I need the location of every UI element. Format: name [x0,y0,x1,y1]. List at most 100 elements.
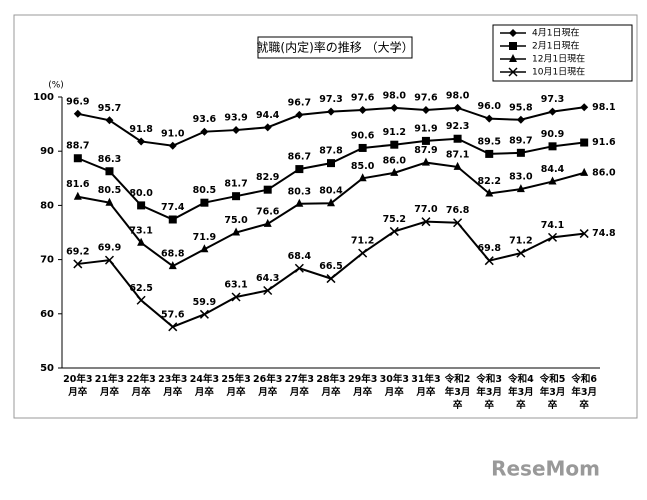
x-tick-label: 20年3月卒 [63,374,93,398]
legend-marker [509,42,517,50]
marker [453,134,462,143]
data-label: 91.6 [592,137,616,148]
marker [421,136,430,145]
data-label: 80.5 [98,185,121,196]
marker [232,192,241,201]
marker [168,322,178,332]
y-tick-label: 50 [40,363,54,374]
data-label: 91.9 [414,123,437,134]
data-label: 75.0 [224,215,248,226]
marker [548,142,557,151]
y-tick-label: 70 [40,255,54,266]
marker [231,292,241,302]
marker [453,161,462,170]
marker [232,227,241,236]
data-label: 66.5 [319,261,342,272]
data-label: 90.6 [351,130,375,141]
data-label: 86.7 [288,152,311,163]
legend-label: 4月1日現在 [532,27,579,39]
data-label: 88.7 [66,141,89,152]
data-label: 98.1 [592,102,615,113]
y-tick-label: 60 [40,309,54,320]
data-label: 95.8 [509,102,533,113]
x-tick-label: 30年3月卒 [379,374,409,398]
x-tick-label: 21年3月卒 [94,374,125,398]
y-tick-label: 80 [40,200,54,211]
y-tick-label: 100 [33,92,54,103]
data-label: 80.5 [193,185,216,196]
data-label: 77.0 [414,204,438,215]
marker [516,148,525,157]
title-box [257,36,413,59]
data-label: 74.8 [592,228,616,239]
x-tick-label: 令和6年3月卒 [571,374,597,411]
data-label: 90.9 [541,129,564,140]
data-label: 86.0 [592,167,616,178]
marker [516,115,525,124]
data-label: 57.6 [161,309,185,320]
marker [295,110,304,119]
x-tick-label: 26年3月卒 [253,374,283,398]
data-label: 91.0 [161,128,185,139]
data-label: 62.5 [129,283,152,294]
marker [485,188,494,197]
data-label: 82.9 [256,172,279,183]
marker [137,201,146,210]
marker [389,226,399,236]
x-tick-label: 22年3月卒 [126,374,156,398]
marker [200,244,209,253]
data-label: 92.3 [446,121,469,132]
data-label: 96.9 [66,96,89,107]
data-label: 81.7 [224,179,247,190]
marker [580,103,589,112]
data-label: 77.4 [161,202,185,213]
marker [327,159,335,168]
data-label: 82.2 [478,176,501,187]
marker [421,157,430,166]
data-label: 84.4 [541,164,565,175]
data-label: 87.1 [446,149,469,160]
data-label: 94.4 [256,110,280,121]
marker [580,167,589,176]
data-label: 64.3 [256,273,279,284]
data-label: 89.7 [509,135,532,146]
data-label: 97.3 [541,94,564,105]
chart-frame [13,14,638,419]
data-label: 80.3 [288,186,311,197]
data-label: 63.1 [224,279,247,290]
data-label: 96.7 [288,97,311,108]
legend-marker [509,54,517,62]
x-tick-label: 24年3月卒 [189,374,220,398]
marker [295,165,304,174]
marker [263,218,272,227]
x-tick-label: 令和4年3月卒 [508,374,534,411]
data-label: 59.9 [193,297,216,308]
data-label: 96.0 [478,101,502,112]
data-label: 74.1 [541,220,564,231]
data-label: 86.3 [98,154,121,165]
data-label: 98.0 [383,90,407,101]
marker [390,140,399,149]
marker [485,114,494,123]
marker [104,255,115,265]
marker [263,185,272,194]
data-label: 71.9 [193,232,216,243]
data-label: 76.8 [446,205,470,216]
marker [548,107,557,116]
data-label: 93.9 [224,113,247,124]
x-tick-label: 25年3月卒 [221,374,251,398]
marker [73,259,83,269]
data-label: 69.8 [478,243,502,254]
marker [327,198,335,207]
data-label: 97.6 [351,93,375,104]
data-label: 97.6 [414,93,438,104]
chart-title: 就職(内定)率の推移 （大学） [256,40,413,55]
x-tick-label: 27年3月卒 [284,374,315,398]
data-label: 85.0 [351,161,375,172]
marker [105,197,114,206]
data-label: 98.0 [446,90,470,101]
x-tick-label: 令和3年3月卒 [476,374,503,411]
y-tick-label: 90 [40,146,54,157]
watermark: ReseMom [491,457,600,481]
